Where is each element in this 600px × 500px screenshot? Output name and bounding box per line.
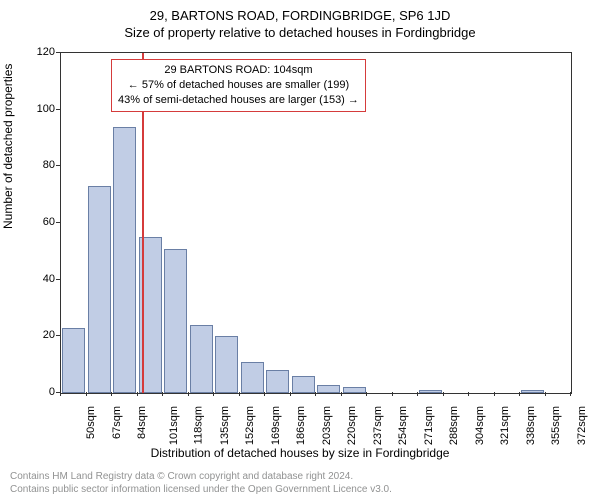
- page-subtitle: Size of property relative to detached ho…: [0, 23, 600, 40]
- x-tick-label: 152sqm: [244, 406, 256, 445]
- x-tick-label: 67sqm: [111, 406, 123, 439]
- x-tick-label: 50sqm: [85, 406, 97, 439]
- x-tick-mark: [545, 392, 546, 396]
- x-tick-label: 186sqm: [295, 406, 307, 445]
- x-tick-mark: [468, 392, 469, 396]
- chart-container: 29, BARTONS ROAD, FORDINGBRIDGE, SP6 1JD…: [0, 0, 600, 500]
- x-tick-mark: [213, 392, 214, 396]
- bar: [343, 387, 366, 393]
- x-tick-mark: [494, 392, 495, 396]
- y-tick-label: 80: [25, 159, 55, 171]
- plot-area: 29 BARTONS ROAD: 104sqm ← 57% of detache…: [60, 52, 572, 394]
- bar: [292, 376, 315, 393]
- x-tick-mark: [188, 392, 189, 396]
- x-tick-label: 372sqm: [576, 406, 588, 445]
- x-tick-mark: [264, 392, 265, 396]
- y-tick-label: 120: [25, 46, 55, 58]
- x-tick-mark: [60, 392, 61, 396]
- bar: [241, 362, 264, 393]
- x-tick-mark: [86, 392, 87, 396]
- x-tick-label: 254sqm: [397, 406, 409, 445]
- x-tick-mark: [443, 392, 444, 396]
- x-tick-label: 338sqm: [525, 406, 537, 445]
- x-tick-label: 304sqm: [474, 406, 486, 445]
- x-tick-label: 84sqm: [136, 406, 148, 439]
- bar: [113, 127, 136, 393]
- x-tick-mark: [519, 392, 520, 396]
- bar: [190, 325, 213, 393]
- x-tick-label: 220sqm: [346, 406, 358, 445]
- x-tick-mark: [341, 392, 342, 396]
- footer: Contains HM Land Registry data © Crown c…: [10, 470, 590, 496]
- x-tick-mark: [366, 392, 367, 396]
- x-axis-label: Distribution of detached houses by size …: [0, 446, 600, 460]
- footer-line-2: Contains public sector information licen…: [10, 483, 590, 496]
- annotation-line-3: 43% of semi-detached houses are larger (…: [118, 93, 359, 108]
- x-tick-label: 203sqm: [321, 406, 333, 445]
- x-tick-mark: [417, 392, 418, 396]
- x-tick-mark: [137, 392, 138, 396]
- x-tick-label: 135sqm: [219, 406, 231, 445]
- x-tick-label: 321sqm: [499, 406, 511, 445]
- x-tick-mark: [315, 392, 316, 396]
- y-tick-label: 60: [25, 216, 55, 228]
- bar: [266, 370, 289, 393]
- annotation-line-2: ← 57% of detached houses are smaller (19…: [118, 78, 359, 93]
- x-tick-label: 288sqm: [448, 406, 460, 445]
- x-tick-mark: [111, 392, 112, 396]
- page-title: 29, BARTONS ROAD, FORDINGBRIDGE, SP6 1JD: [0, 0, 600, 23]
- annotation-box: 29 BARTONS ROAD: 104sqm ← 57% of detache…: [111, 59, 366, 112]
- x-tick-mark: [239, 392, 240, 396]
- bar: [317, 385, 340, 394]
- footer-line-1: Contains HM Land Registry data © Crown c…: [10, 470, 590, 483]
- bar: [62, 328, 85, 393]
- x-tick-mark: [290, 392, 291, 396]
- y-tick-label: 40: [25, 273, 55, 285]
- y-axis-label: Number of detached properties: [1, 64, 15, 229]
- x-tick-label: 355sqm: [550, 406, 562, 445]
- x-tick-mark: [570, 392, 571, 396]
- y-tick-label: 20: [25, 329, 55, 341]
- annotation-line-1: 29 BARTONS ROAD: 104sqm: [118, 63, 359, 78]
- x-tick-label: 169sqm: [270, 406, 282, 445]
- y-tick-label: 0: [25, 386, 55, 398]
- x-tick-mark: [392, 392, 393, 396]
- x-tick-label: 271sqm: [423, 406, 435, 445]
- bar: [521, 390, 544, 393]
- bar: [215, 336, 238, 393]
- bar: [419, 390, 442, 393]
- x-tick-mark: [162, 392, 163, 396]
- bar: [164, 249, 187, 394]
- x-tick-label: 237sqm: [372, 406, 384, 445]
- x-tick-label: 101sqm: [168, 406, 180, 445]
- x-tick-label: 118sqm: [192, 406, 204, 444]
- bar: [88, 186, 111, 393]
- y-tick-label: 100: [25, 103, 55, 115]
